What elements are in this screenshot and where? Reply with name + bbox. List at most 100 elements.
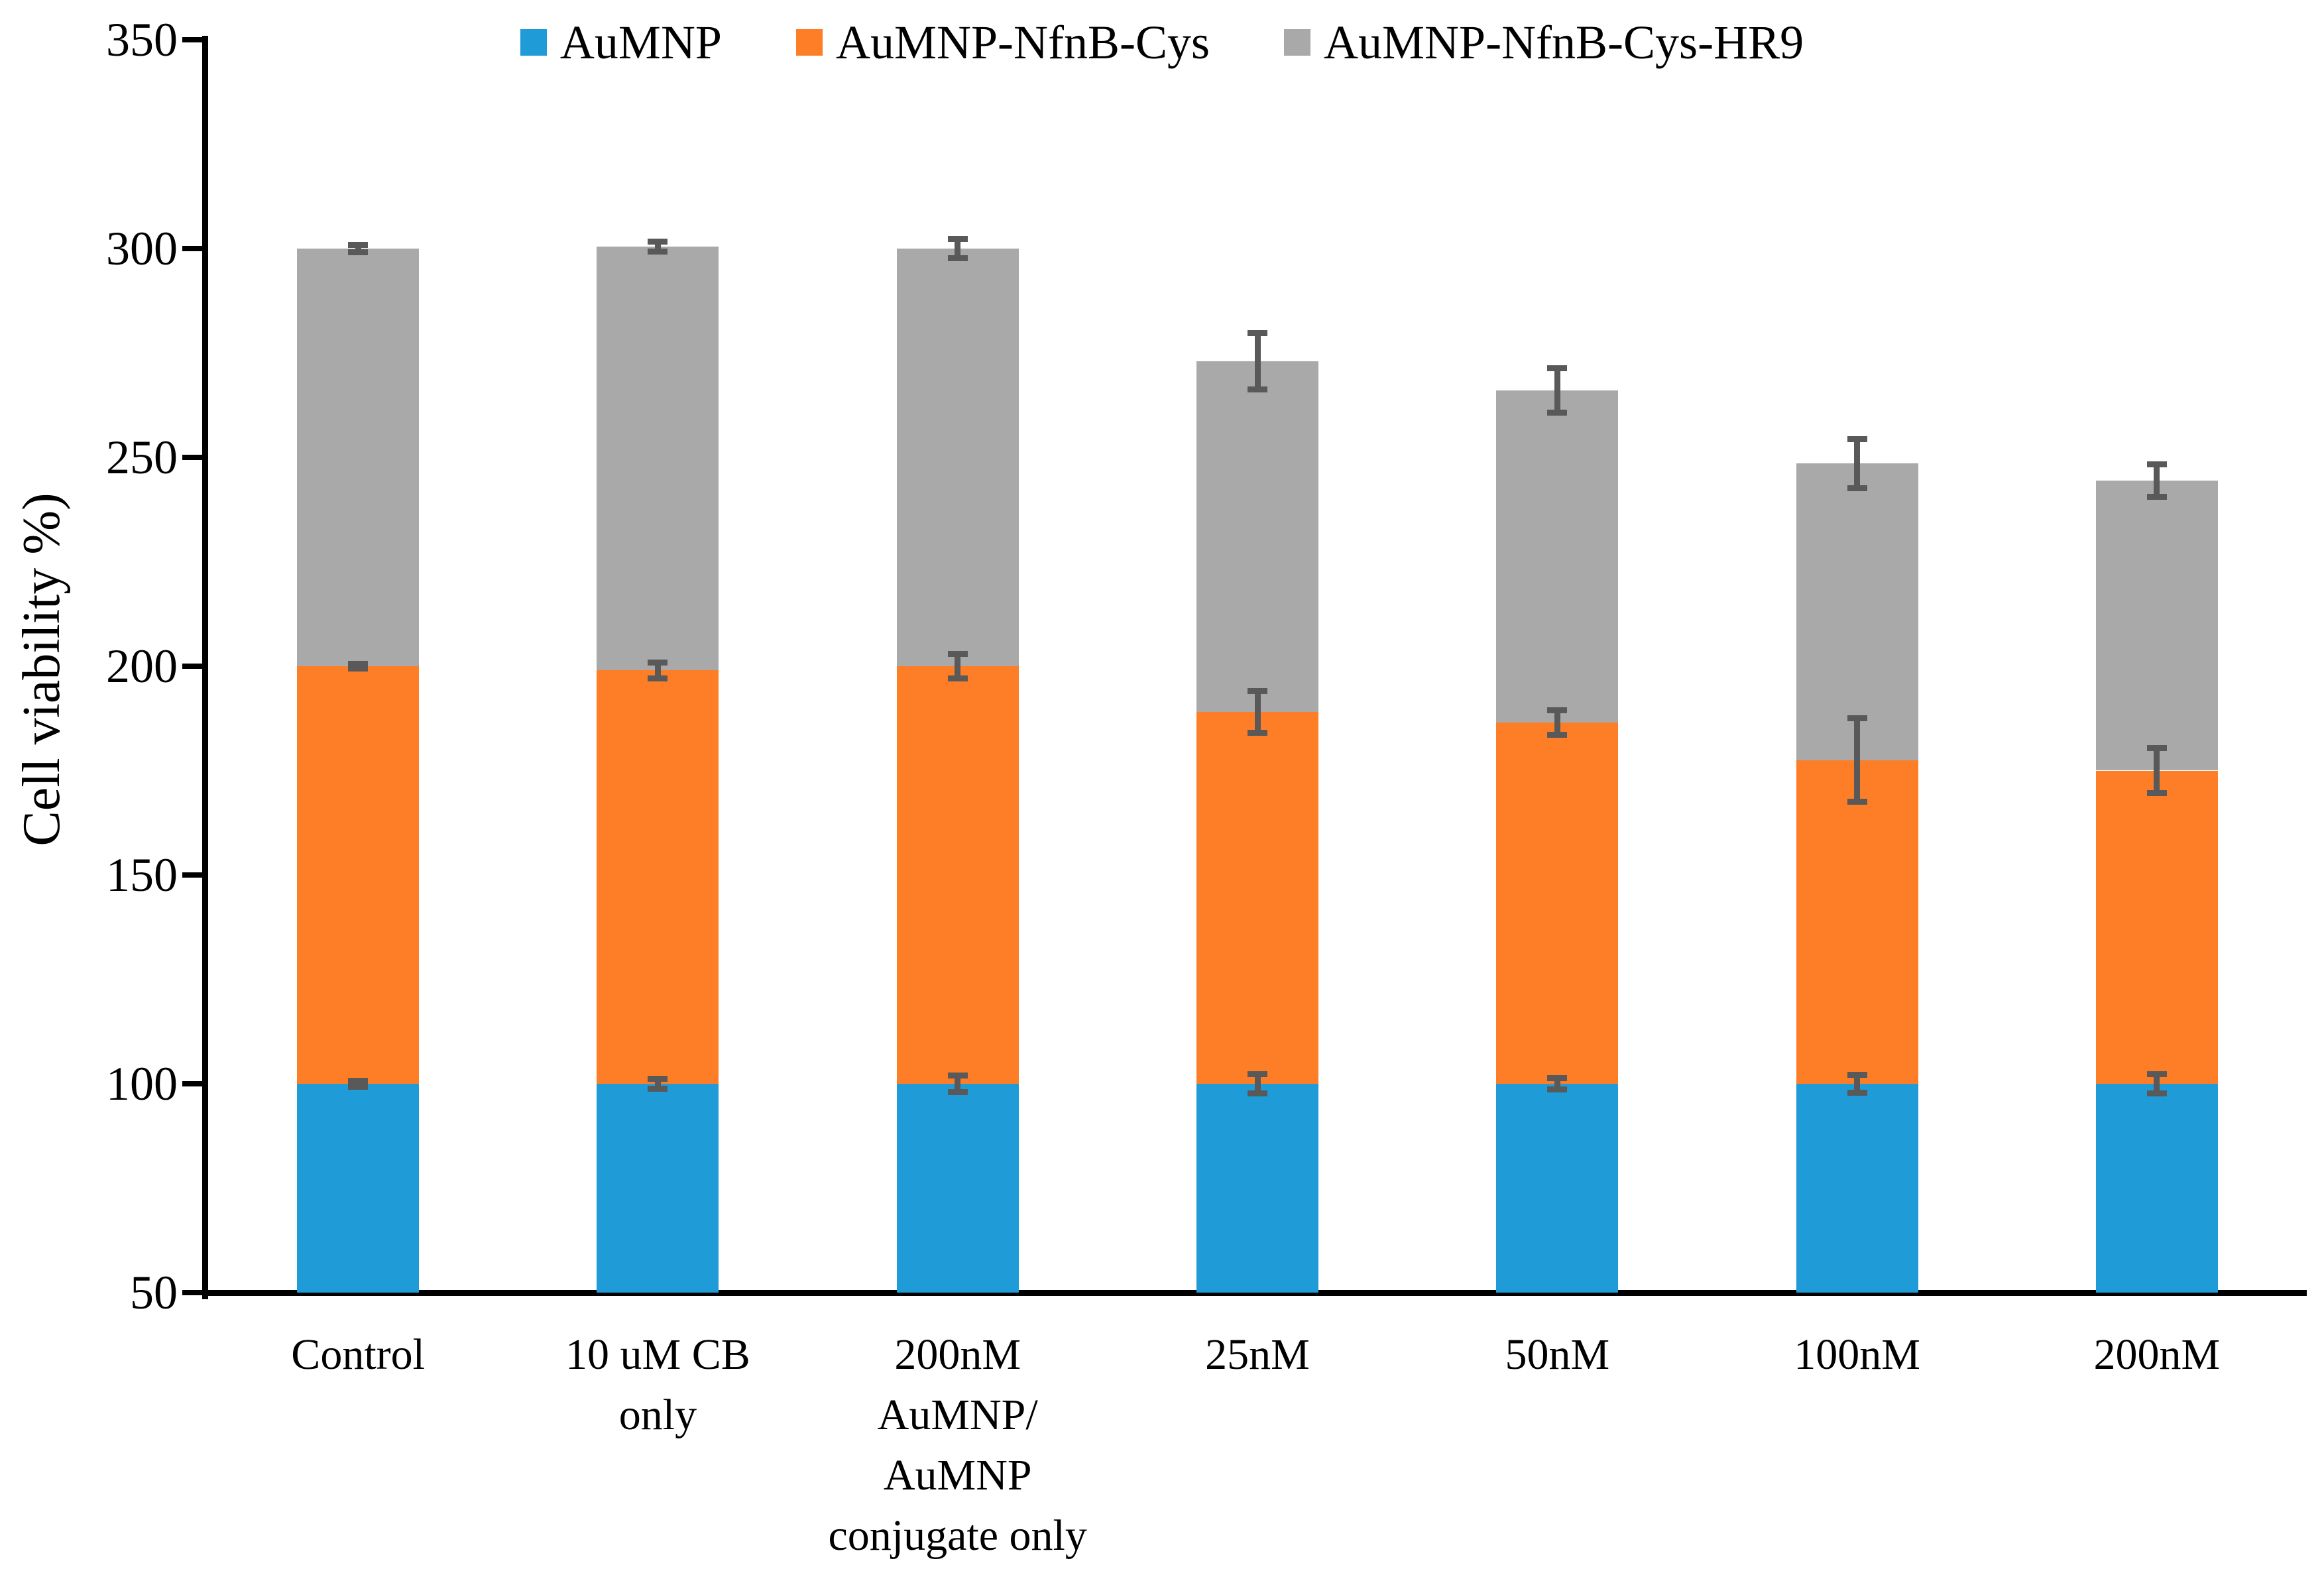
- bar-segment-aumnp-nfnb-cys-hr9: [896, 249, 1019, 666]
- error-bar-cap-top: [648, 1075, 668, 1082]
- error-bar-line: [1554, 710, 1560, 735]
- y-tick-label: 250: [106, 431, 178, 484]
- error-bar-cap-top: [1248, 1071, 1267, 1077]
- error-bar-cap-bottom: [947, 675, 968, 681]
- error-bar-cap-top: [2146, 1071, 2167, 1077]
- bar-segment-aumnp-nfnb-cys: [1796, 760, 1918, 1084]
- error-bar-line: [1254, 333, 1261, 390]
- y-tick-mark: [182, 872, 202, 878]
- error-bar-line: [955, 1075, 961, 1092]
- x-axis-category-label: 25nM: [1205, 1330, 1310, 1379]
- error-bar-line: [1854, 718, 1861, 802]
- error-bar-cap-top: [947, 236, 968, 242]
- y-axis-line: [202, 36, 208, 1299]
- error-bar-line: [1554, 368, 1560, 413]
- bar-segment-aumnp: [1196, 1084, 1318, 1293]
- y-tick-mark: [182, 664, 202, 669]
- error-bar-line: [654, 662, 661, 679]
- error-bar-line: [1854, 1075, 1861, 1093]
- error-bar-line: [1854, 439, 1861, 489]
- error-bar-line: [2154, 1074, 2160, 1094]
- error-bar-line: [654, 1078, 661, 1089]
- legend-item: AuMNP-NfnB-Cys-HR9: [1284, 19, 1804, 66]
- bar-segment-aumnp: [297, 1084, 420, 1293]
- error-bar-cap-top: [648, 238, 668, 245]
- error-bar-cap-top: [348, 242, 369, 249]
- error-bar-cap-top: [1547, 365, 1568, 372]
- y-tick-mark: [182, 1290, 202, 1295]
- error-bar-cap-bottom: [1547, 732, 1568, 738]
- x-axis-category-label: 100nM: [1794, 1330, 1920, 1379]
- error-bar-cap-top: [348, 660, 369, 667]
- error-bar-line: [2154, 748, 2160, 793]
- error-bar-line: [1254, 1074, 1261, 1094]
- y-tick-label: 50: [130, 1266, 178, 1319]
- legend-swatch-icon: [1284, 29, 1311, 56]
- error-bar-cap-bottom: [1248, 730, 1267, 736]
- y-tick-label: 300: [106, 222, 178, 275]
- error-bar-line: [2154, 464, 2160, 497]
- error-bar-cap-bottom: [648, 1086, 668, 1092]
- error-bar-cap-bottom: [947, 1089, 968, 1096]
- x-axis-category-label: 10 uM CB only: [565, 1330, 750, 1440]
- legend-item: AuMNP-NfnB-Cys: [795, 16, 1210, 69]
- legend-swatch-icon: [520, 29, 547, 56]
- y-tick-label: 350: [106, 13, 178, 66]
- bar-segment-aumnp-nfnb-cys-hr9: [1496, 390, 1619, 723]
- error-bar-line: [654, 241, 661, 252]
- error-bar-cap-top: [2146, 461, 2167, 467]
- y-tick-label: 100: [106, 1057, 178, 1110]
- error-bar-line: [355, 245, 361, 253]
- bar-segment-aumnp-nfnb-cys: [2095, 770, 2218, 1084]
- bar-segment-aumnp-nfnb-cys-hr9: [297, 249, 420, 666]
- x-axis-line: [202, 1290, 2307, 1296]
- error-bar-cap-bottom: [348, 249, 369, 255]
- bar-segment-aumnp: [597, 1084, 719, 1293]
- bar-segment-aumnp: [896, 1084, 1019, 1293]
- error-bar-line: [955, 654, 961, 679]
- error-bar-cap-top: [1847, 1072, 1867, 1078]
- bar-segment-aumnp-nfnb-cys: [297, 666, 420, 1084]
- y-tick-mark: [182, 1081, 202, 1086]
- error-bar-cap-bottom: [1847, 485, 1867, 492]
- legend-label: AuMNP: [559, 16, 722, 69]
- x-axis-category-label: 50nM: [1505, 1330, 1610, 1379]
- error-bar-line: [955, 239, 961, 259]
- error-bar-cap-top: [947, 651, 968, 658]
- bar-segment-aumnp-nfnb-cys: [597, 670, 719, 1084]
- error-bar-cap-bottom: [947, 255, 968, 261]
- error-bar-cap-bottom: [648, 675, 668, 681]
- y-tick-mark: [182, 246, 202, 251]
- error-bar-cap-bottom: [1248, 386, 1267, 392]
- error-bar-cap-bottom: [2146, 790, 2167, 797]
- error-bar-cap-bottom: [2146, 1090, 2167, 1096]
- error-bar-cap-top: [947, 1072, 968, 1078]
- y-tick-mark: [182, 37, 202, 42]
- error-bar-cap-top: [1847, 715, 1867, 722]
- error-bar-cap-bottom: [1847, 1089, 1867, 1096]
- error-bar-cap-bottom: [1248, 1090, 1267, 1096]
- x-axis-category-label: 200nM: [2093, 1330, 2221, 1379]
- bar-segment-aumnp-nfnb-cys-hr9: [1796, 463, 1918, 760]
- bar-segment-aumnp-nfnb-cys-hr9: [2095, 480, 2218, 771]
- y-tick-mark: [182, 455, 202, 460]
- error-bar-cap-top: [1248, 330, 1267, 337]
- x-axis-category-label: Control: [291, 1330, 425, 1379]
- error-bar-cap-top: [1547, 1075, 1568, 1081]
- bar-segment-aumnp-nfnb-cys: [1496, 723, 1619, 1084]
- error-bar-cap-top: [1547, 707, 1568, 713]
- bar-segment-aumnp-nfnb-cys-hr9: [1196, 361, 1318, 713]
- error-bar-line: [1554, 1078, 1560, 1090]
- legend: AuMNP AuMNP-NfnB-Cys AuMNP-NfnB-Cys-HR9: [0, 19, 2324, 66]
- error-bar-cap-top: [2146, 744, 2167, 751]
- x-axis-category-label: 200nM AuMNP/ AuMNP conjugate only: [828, 1330, 1087, 1560]
- error-bar-cap-bottom: [648, 248, 668, 255]
- legend-label: AuMNP-NfnB-Cys: [835, 16, 1210, 69]
- error-bar-cap-bottom: [2146, 493, 2167, 500]
- error-bar-cap-bottom: [1547, 1086, 1568, 1093]
- error-bar-line: [1254, 691, 1261, 733]
- error-bar-cap-top: [1248, 688, 1267, 695]
- error-bar-cap-bottom: [1847, 799, 1867, 805]
- legend-swatch-icon: [795, 29, 823, 56]
